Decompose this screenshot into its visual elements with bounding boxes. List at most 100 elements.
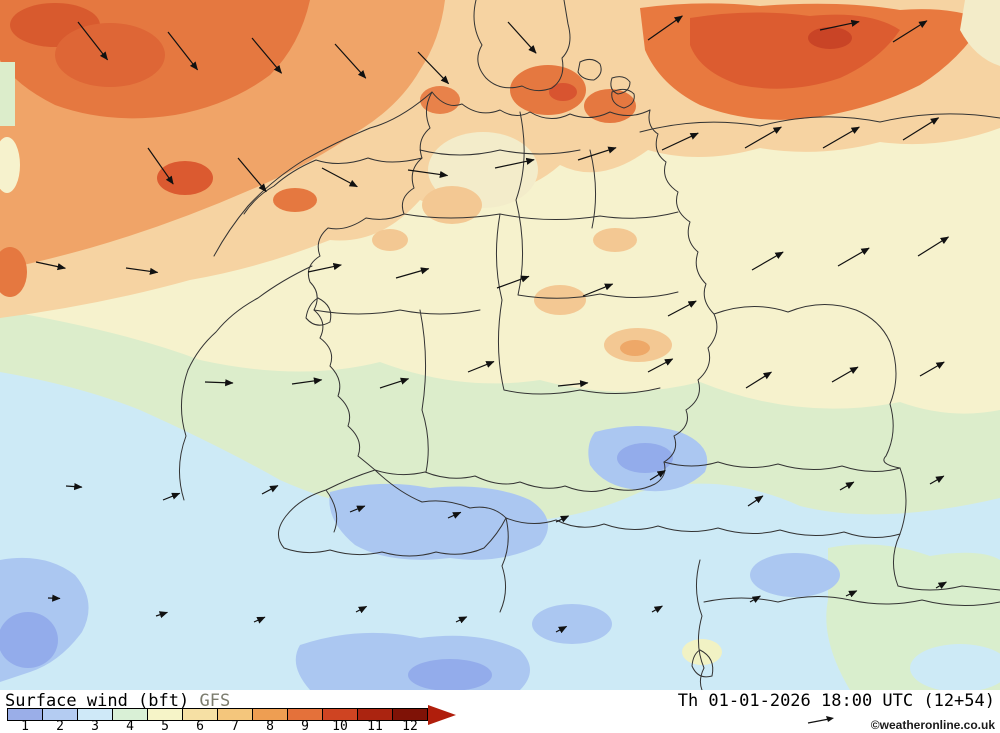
legend-value: 3: [91, 719, 99, 733]
wind-arrow-icon: [77, 21, 109, 61]
wind-arrow-icon: [147, 147, 174, 185]
wind-arrow-icon: [355, 605, 368, 614]
wind-arrow-icon: [749, 595, 761, 604]
wind-arrow-icon: [744, 126, 782, 149]
wind-arrow-icon: [555, 625, 568, 634]
wind-arrows-layer: [35, 15, 950, 634]
wind-arrow-icon: [417, 51, 449, 85]
border-hungary-west: [897, 585, 1000, 591]
wind-arrow-icon: [494, 157, 535, 169]
legend-value: 11: [367, 719, 383, 733]
border-slovenia-italy: [696, 559, 705, 690]
wind-arrow-icon: [582, 283, 614, 297]
legend-value: 12: [402, 719, 418, 733]
border-italy-switzerland: [499, 517, 509, 613]
wind-arrow-icon: [917, 236, 950, 257]
border-croatia-hungary: [849, 599, 1000, 607]
surface-wind-map: [0, 0, 1000, 690]
model-label: GFS: [199, 691, 231, 711]
border-germany-south: [374, 461, 666, 492]
legend-value: 6: [196, 719, 204, 733]
border-german-states: [313, 111, 679, 473]
wind-arrow-icon: [747, 495, 764, 507]
legend-value: 1: [21, 719, 29, 733]
wind-arrow-icon: [35, 261, 66, 271]
wind-arrow-icon: [745, 371, 772, 389]
wind-arrow-icon: [839, 481, 855, 491]
wind-arrow-icon: [349, 505, 366, 513]
wind-arrow-icon: [929, 475, 945, 485]
wind-arrow-icon: [496, 275, 530, 289]
legend-value: 2: [56, 719, 64, 733]
wind-arrow-icon: [555, 515, 570, 523]
beaufort-scale-values: 1 2 3 4 5 6 7 8 9 10 11 12: [7, 719, 477, 733]
valid-time-label: Th 01-01-2026 18:00 UTC (12+54): [677, 691, 995, 711]
legend-value: 10: [332, 719, 348, 733]
wind-arrow-icon: [651, 605, 663, 614]
wind-arrow-icon: [467, 360, 495, 373]
border-netherlands-south: [243, 157, 423, 215]
wind-arrow-icon: [125, 267, 159, 275]
wind-arrow-icon: [379, 377, 410, 389]
border-ruegen: [611, 88, 635, 109]
wind-arrow-icon: [321, 167, 358, 188]
wind-arrow-icon: [667, 300, 697, 317]
border-luxembourg: [305, 297, 332, 326]
wind-arrow-icon: [661, 132, 699, 151]
product-title: Surface wind (bft) GFS: [5, 691, 230, 711]
legend-value: 4: [126, 719, 134, 733]
wind-arrow-icon: [162, 492, 181, 501]
border-belgium-france: [187, 265, 313, 371]
wind-arrow-icon: [334, 43, 367, 79]
wind-arrow-icon: [155, 611, 168, 619]
wind-arrow-icon: [892, 20, 928, 43]
wind-arrow-icon: [649, 469, 666, 481]
wind-arrow-icon: [395, 267, 430, 279]
wind-arrow-icon: [167, 31, 199, 71]
wind-arrow-icon: [751, 251, 784, 271]
border-switzerland: [278, 469, 507, 557]
legend-value: 8: [266, 719, 274, 733]
info-bar: Surface wind (bft) GFS Th 01-01-2026 18:…: [0, 690, 1000, 733]
country-borders: [178, 0, 1000, 690]
wind-arrow-icon: [902, 117, 940, 141]
border-denmark: [473, 0, 571, 92]
wind-arrow-icon: [65, 482, 83, 491]
legend-value: 5: [161, 719, 169, 733]
wind-arrow-icon: [291, 377, 323, 385]
wind-arrow-icon: [251, 37, 283, 74]
wind-arrow-icon: [204, 379, 234, 387]
wind-arrow-icon: [819, 19, 860, 31]
wind-arrow-icon: [261, 485, 279, 495]
wind-arrow-icon: [647, 15, 683, 41]
border-france-east: [178, 369, 189, 501]
wind-arrow-icon: [407, 169, 449, 179]
map-canvas: [0, 0, 1000, 690]
wind-arrow-icon: [307, 263, 342, 273]
border-germany-east: [648, 109, 718, 463]
wind-arrow-icon: [507, 21, 537, 54]
wind-reference-arrow-icon: [807, 716, 834, 724]
wind-arrow-icon: [455, 616, 468, 624]
legend-value: 9: [301, 719, 309, 733]
border-netherlands-coast: [213, 91, 433, 257]
copyright-link[interactable]: ©weatheronline.co.uk: [870, 718, 995, 732]
border-czech-austria: [663, 461, 901, 472]
border-austria-east: [893, 467, 907, 587]
beaufort-color-scale: [7, 704, 456, 725]
legend-value: 7: [231, 719, 239, 733]
border-slovenia-croatia: [703, 595, 851, 603]
border-germany-north-coast: [431, 91, 651, 119]
border-istria: [691, 649, 714, 678]
wind-arrow-icon: [837, 247, 870, 267]
border-czech-poland: [713, 303, 891, 343]
wind-arrow-icon: [919, 361, 945, 377]
wind-arrow-icon: [845, 590, 858, 598]
wind-speed-fill-layer: [0, 0, 1000, 690]
wind-arrow-icon: [237, 157, 267, 193]
wind-arrow-icon: [557, 380, 589, 388]
wind-arrow-icon: [447, 511, 462, 519]
border-czech-east: [883, 341, 901, 469]
wind-arrow-icon: [935, 581, 947, 590]
